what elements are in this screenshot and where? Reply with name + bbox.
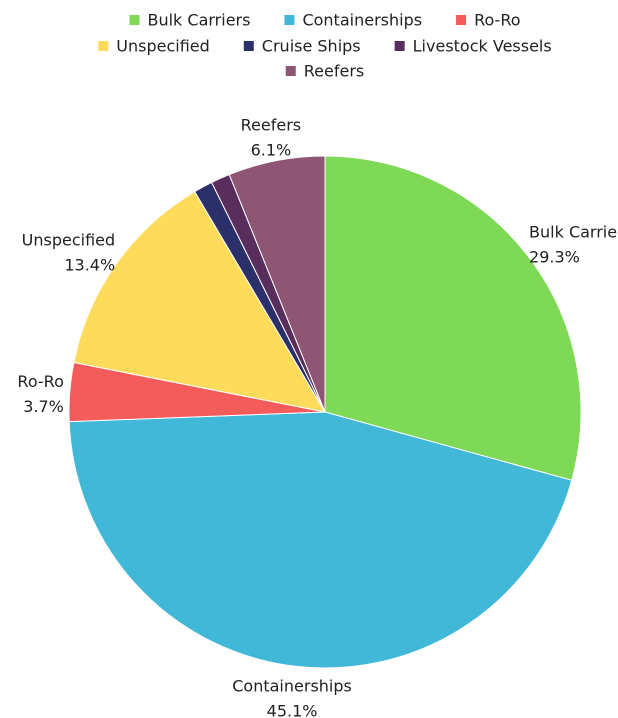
legend-swatch [456, 15, 467, 25]
legend-item-ro-ro[interactable]: Ro-Ro [456, 11, 521, 30]
legend-swatch [243, 41, 254, 51]
legend-label: Livestock Vessels [413, 37, 552, 56]
legend-item-bulk-carriers[interactable]: Bulk Carriers [129, 11, 250, 30]
slice-name: Containerships [232, 677, 352, 696]
legend-label: Containerships [302, 11, 422, 30]
legend-label: Unspecified [116, 37, 210, 56]
legend-label: Reefers [304, 62, 364, 81]
legend-item-unspecified[interactable]: Unspecified [98, 37, 210, 56]
slice-label-bulk-carriers: Bulk Carriers 29.3% [529, 223, 618, 267]
slice-value: 29.3% [529, 248, 580, 267]
legend-swatch [285, 66, 296, 76]
chart-legend: Bulk Carriers Containerships Ro-Ro Unspecif… [98, 11, 552, 81]
slice-label-ro-ro: Ro-Ro 3.7% [17, 372, 63, 416]
legend-label: Cruise Ships [262, 37, 361, 56]
pie-slices [68, 155, 582, 669]
slice-label-unspecified: Unspecified 13.4% [22, 230, 116, 274]
legend-label: Ro-Ro [474, 11, 520, 30]
pie-slice-reefers[interactable] [228, 155, 326, 413]
slice-value: 45.1% [267, 702, 318, 718]
slice-value: 13.4% [64, 255, 115, 274]
legend-swatch [394, 41, 405, 51]
slice-label-containerships: Containerships 45.1% [232, 677, 352, 718]
slice-value: 6.1% [251, 141, 292, 160]
pie-slice-bulk-carriers[interactable] [324, 155, 582, 481]
legend-item-containerships[interactable]: Containerships [284, 11, 422, 30]
legend-item-livestock-vessels[interactable]: Livestock Vessels [394, 37, 552, 56]
legend-label: Bulk Carriers [147, 11, 250, 30]
legend-item-reefers[interactable]: Reefers [285, 62, 364, 81]
slice-label-reefers: Reefers 6.1% [241, 116, 301, 160]
legend-swatch [129, 15, 140, 25]
slice-name: Unspecified [22, 230, 116, 249]
slice-value: 3.7% [23, 397, 64, 416]
legend-swatch [284, 15, 295, 25]
slice-labels: Bulk Carriers 29.3% Containerships 45.1% Ro-… [17, 116, 618, 718]
pie-slice-containerships[interactable] [68, 411, 573, 669]
slice-name: Ro-Ro [17, 372, 63, 391]
pie-slice-unspecified[interactable] [73, 190, 326, 413]
slice-name: Bulk Carriers [529, 223, 618, 242]
slice-name: Reefers [241, 116, 301, 135]
legend-item-cruise-ships[interactable]: Cruise Ships [243, 37, 361, 56]
legend-swatch [98, 41, 109, 51]
